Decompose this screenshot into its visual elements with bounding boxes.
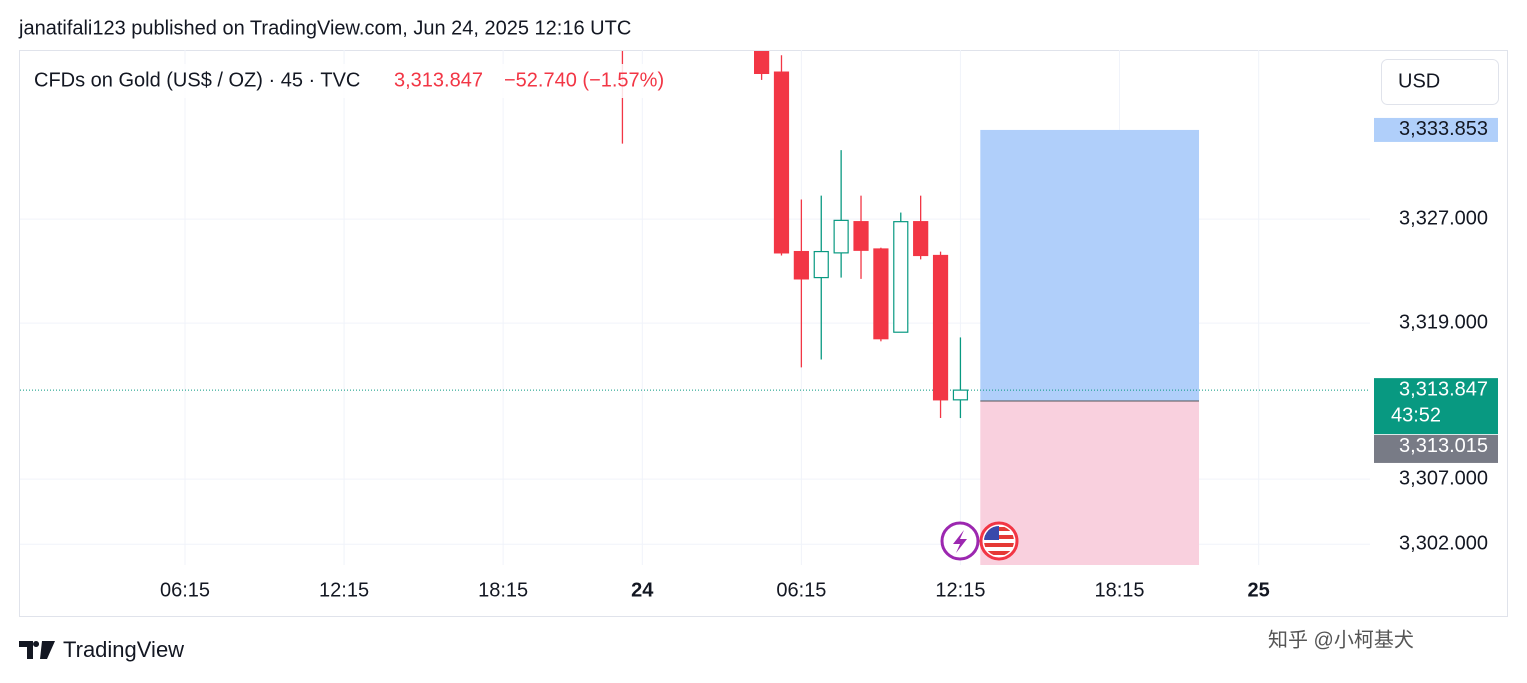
- y-tick-label: 3,307.000: [1399, 467, 1488, 489]
- y-tick-label: 3,302.000: [1399, 532, 1488, 554]
- position-box: [980, 129, 1200, 565]
- candle-body: [813, 250, 829, 279]
- brand: TradingView: [63, 637, 184, 662]
- candle-body: [754, 51, 770, 75]
- chart-frame: [19, 50, 1508, 617]
- candle-body: [893, 221, 909, 333]
- candle-body: [793, 250, 809, 280]
- candle-body: [773, 71, 790, 254]
- last-price-badge-label: 3,313.847: [1399, 378, 1488, 400]
- price-change: −52.740 (−1.57%): [504, 69, 664, 91]
- x-tick-label: 12:15: [319, 579, 369, 601]
- countdown: 43:52: [1391, 404, 1441, 426]
- event-icons: [940, 521, 1019, 561]
- candle-body: [913, 221, 929, 257]
- target-zone: [980, 129, 1200, 401]
- x-tick-label: 12:15: [935, 579, 985, 601]
- x-tick-label: 18:15: [478, 579, 528, 601]
- target-badge-label: 3,333.853: [1399, 118, 1488, 140]
- legend-bg: [26, 64, 691, 98]
- y-tick-label: 3,319.000: [1399, 311, 1488, 333]
- target-badge: [1374, 117, 1498, 142]
- x-tick-label: 25: [1248, 579, 1270, 601]
- currency-button[interactable]: [1381, 59, 1499, 105]
- entry-badge-label: 3,313.015: [1399, 435, 1488, 457]
- currency[interactable]: USD: [1398, 70, 1440, 92]
- watermark: 知乎 @小柯基犬: [1268, 628, 1414, 651]
- last-price-badge: [1374, 378, 1498, 435]
- candle-body: [932, 254, 949, 401]
- x-tick-label: 18:15: [1094, 579, 1144, 601]
- candle-body: [873, 248, 889, 340]
- publish-info: janatifali123 published on TradingView.c…: [18, 17, 631, 39]
- candles: [20, 51, 1370, 419]
- x-tick-label: 06:15: [776, 579, 826, 601]
- entry-badge: [1374, 434, 1498, 463]
- candle-body: [952, 389, 969, 401]
- y-tick-label: 3,327.000: [1399, 207, 1488, 229]
- candle-body: [853, 221, 869, 251]
- last-price: 3,313.847: [394, 69, 483, 91]
- axes: 3,302.000 3,307.000 3,319.000 3,327.000 06:1…: [160, 117, 1498, 601]
- symbol-title: CFDs on Gold (US$ / OZ) · 45 · TVC: [34, 69, 360, 91]
- logo: [19, 641, 55, 659]
- candle-body: [833, 219, 849, 254]
- x-tick-label: 06:15: [160, 579, 210, 601]
- x-tick-label: 24: [631, 579, 654, 601]
